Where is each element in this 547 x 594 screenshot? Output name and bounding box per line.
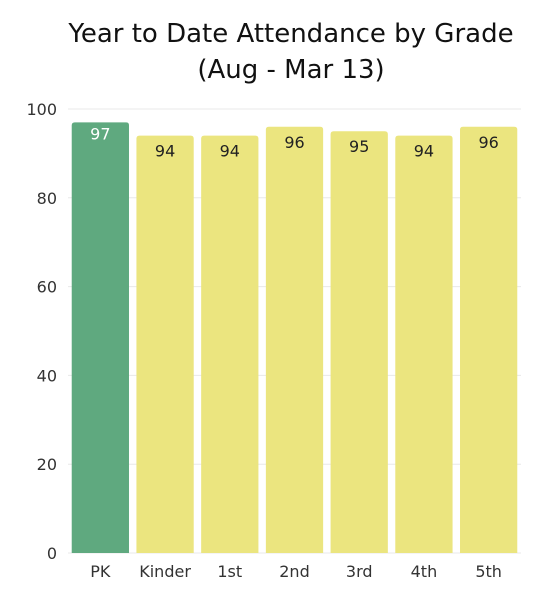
bar-1st <box>201 135 259 553</box>
data-label-2nd: 96 <box>284 133 304 152</box>
bar-5th <box>460 126 518 553</box>
data-label-5th: 96 <box>478 133 498 152</box>
bars-layer <box>71 122 518 553</box>
chart-title: Year to Date Attendance by Grade <box>67 19 513 49</box>
data-label-3rd: 95 <box>349 137 369 156</box>
y-tick-label: 40 <box>37 366 57 385</box>
bar-kinder <box>136 135 194 553</box>
bar-2nd <box>265 126 324 553</box>
bar-pk <box>71 122 129 553</box>
chart-subtitle: (Aug - Mar 13) <box>197 55 384 85</box>
bar-4th <box>395 135 453 553</box>
x-tick-label-kinder: Kinder <box>139 562 191 581</box>
data-label-kinder: 94 <box>155 142 175 161</box>
y-tick-label: 80 <box>37 189 57 208</box>
y-axis: 0 20 40 60 80 100 PK Kinder 1st 2nd 3rd 4th 5th <box>26 100 501 581</box>
data-label-4th: 94 <box>414 142 434 161</box>
x-tick-label-1st: 1st <box>217 562 242 581</box>
x-tick-label-4th: 4th <box>411 562 438 581</box>
bar-3rd <box>330 131 388 553</box>
x-tick-label-3rd: 3rd <box>346 562 373 581</box>
y-tick-label: 100 <box>26 100 57 119</box>
data-label-pk: 97 <box>90 124 110 143</box>
x-tick-label-2nd: 2nd <box>279 562 309 581</box>
labels-layer: 97 94 94 96 95 94 96 <box>90 124 499 160</box>
y-tick-label: 60 <box>37 278 57 297</box>
y-tick-label: 0 <box>47 544 57 563</box>
x-tick-label-5th: 5th <box>475 562 502 581</box>
y-tick-label: 20 <box>37 455 57 474</box>
x-tick-label-pk: PK <box>90 562 111 581</box>
data-label-1st: 94 <box>220 142 240 161</box>
